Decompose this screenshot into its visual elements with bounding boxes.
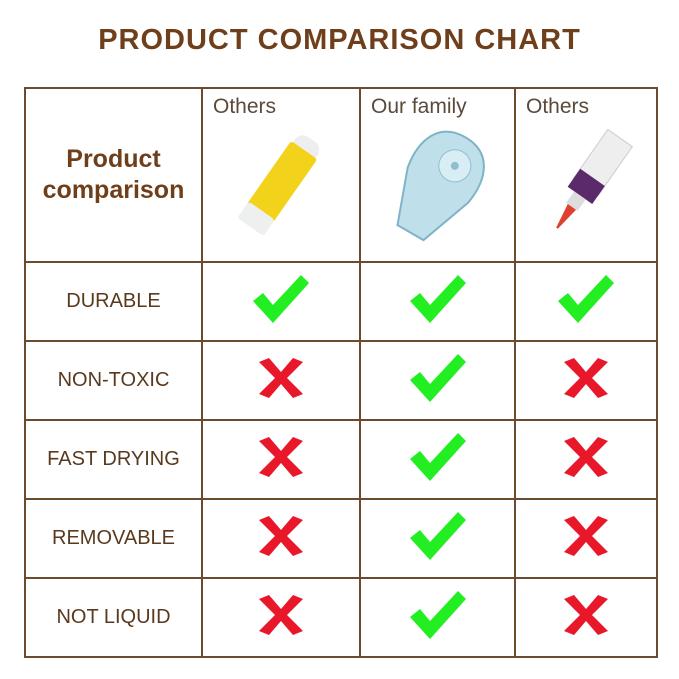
row-label: FAST DRYING <box>24 419 203 500</box>
corner-label-2: comparison <box>42 176 185 204</box>
row-label: NON-TOXIC <box>24 340 203 421</box>
column-label: Others <box>526 95 590 118</box>
check-icon <box>251 275 311 329</box>
table-row: NON-TOXIC <box>24 340 658 421</box>
check-icon <box>408 433 468 487</box>
result-cell <box>201 577 361 658</box>
result-cell <box>514 419 658 500</box>
cross-icon <box>562 516 610 560</box>
result-cell <box>359 498 516 579</box>
result-cell <box>359 340 516 421</box>
result-cell <box>201 340 361 421</box>
cross-icon <box>562 358 610 402</box>
table-row: REMOVABLE <box>24 498 658 579</box>
column-header-glue-stick: Others <box>201 87 361 263</box>
result-cell <box>514 577 658 658</box>
check-icon <box>408 512 468 566</box>
check-icon <box>408 275 468 329</box>
table-row: FAST DRYING <box>24 419 658 500</box>
comparison-table: Product comparison Others Our family Othe… <box>24 87 658 658</box>
column-header-glue-tube: Others <box>514 87 658 263</box>
glue-tube-image <box>556 128 634 229</box>
check-icon <box>408 591 468 645</box>
result-cell <box>359 419 516 500</box>
check-icon <box>556 275 616 329</box>
cross-icon <box>257 358 305 402</box>
result-cell <box>201 261 361 342</box>
page-title: PRODUCT COMPARISON CHART <box>98 24 581 56</box>
column-header-glue-tape: Our family <box>359 87 516 263</box>
result-cell <box>514 340 658 421</box>
result-cell <box>201 419 361 500</box>
column-label: Our family <box>371 95 467 118</box>
cross-icon <box>257 595 305 639</box>
column-label: Others <box>213 95 277 118</box>
corner-cell: Product comparison <box>24 87 203 263</box>
glue-stick-image <box>238 135 320 236</box>
header-row: Product comparison Others Our family Othe… <box>24 87 658 263</box>
glue-tape-image <box>395 130 485 242</box>
row-label: DURABLE <box>24 261 203 342</box>
result-cell <box>514 498 658 579</box>
result-cell <box>359 261 516 342</box>
result-cell <box>514 261 658 342</box>
table-row: NOT LIQUID <box>24 577 658 658</box>
cross-icon <box>562 437 610 481</box>
cross-icon <box>257 516 305 560</box>
cross-icon <box>562 595 610 639</box>
table-row: DURABLE <box>24 261 658 342</box>
result-cell <box>201 498 361 579</box>
row-label: REMOVABLE <box>24 498 203 579</box>
cross-icon <box>257 437 305 481</box>
result-cell <box>359 577 516 658</box>
row-label: NOT LIQUID <box>24 577 203 658</box>
check-icon <box>408 354 468 408</box>
corner-label-1: Product <box>66 145 161 173</box>
